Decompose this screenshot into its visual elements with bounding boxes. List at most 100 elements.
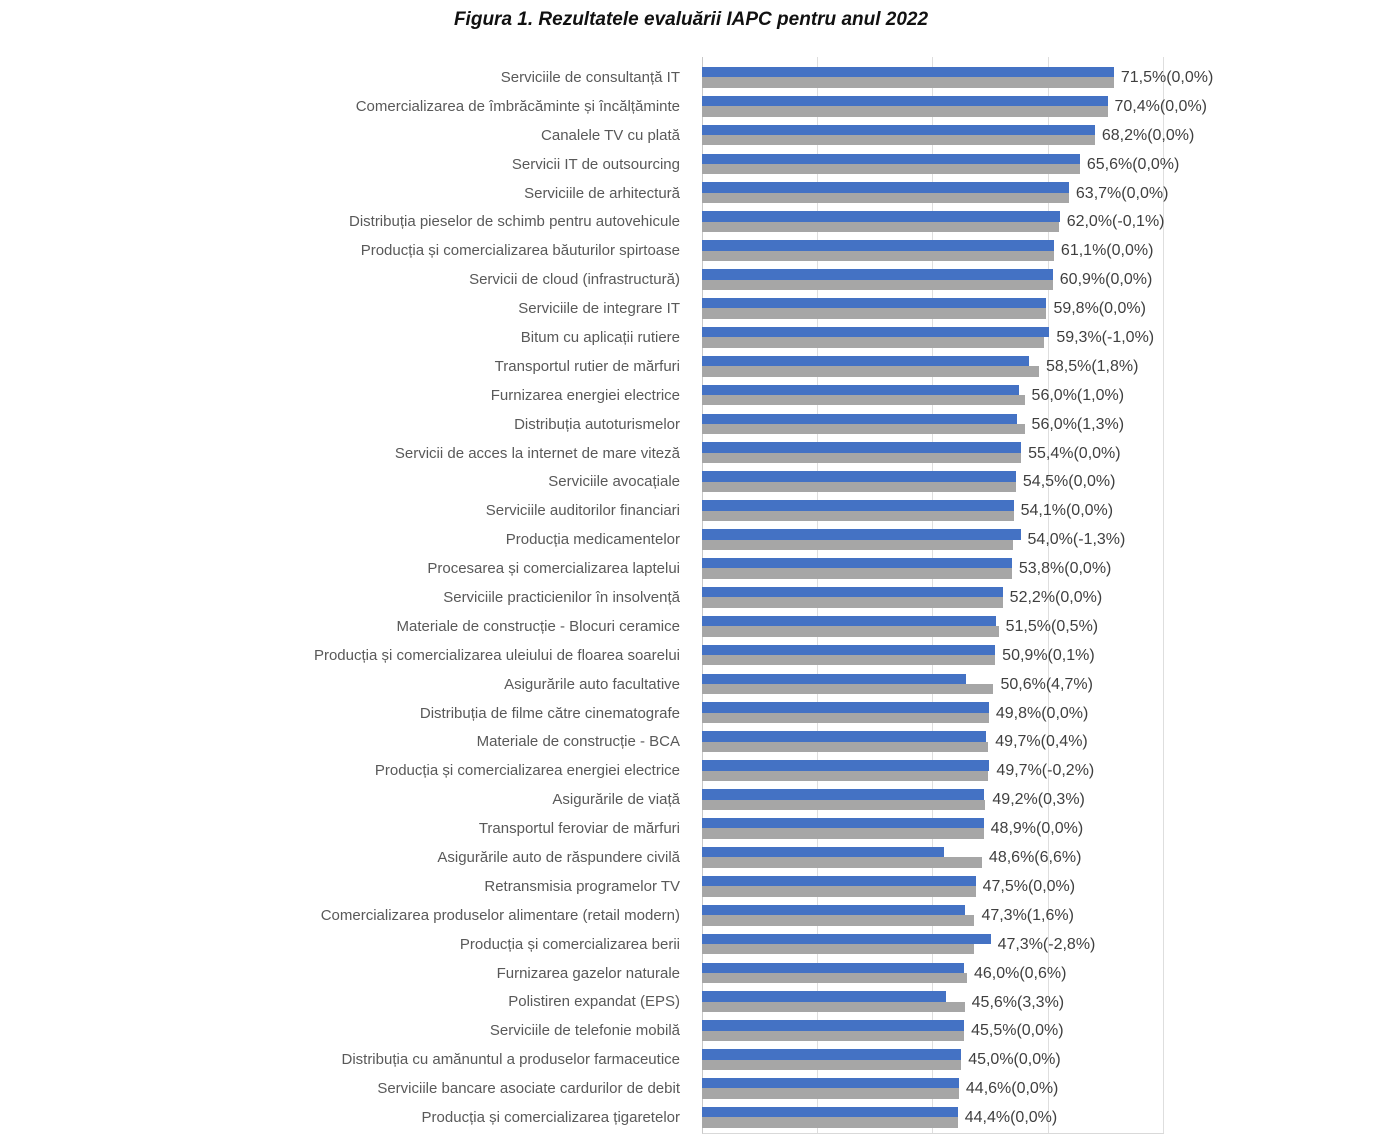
chart-row: Furnizarea gazelor naturale 46,0%(0,6%) <box>0 959 1382 988</box>
chart-row: Distribuția autoturismelor 56,0%(1,3%) <box>0 410 1382 439</box>
chart-row: Serviciile de consultanță IT 71,5%(0,0%) <box>0 63 1382 92</box>
bar-result-2022 <box>702 279 1053 290</box>
category-label: Canalele TV cu plată <box>541 126 680 144</box>
value-label: 45,5%(0,0%) <box>971 1022 1064 1040</box>
gridline-60pct <box>1047 57 1049 1133</box>
bar-result-2022 <box>702 568 1012 579</box>
chart-row: Transportul feroviar de mărfuri 48,9%(0,0… <box>0 814 1382 843</box>
chart-row: Servicii de cloud (infrastructură) 60,9%(… <box>0 265 1382 294</box>
chart-row: Transportul rutier de mărfuri 58,5%(1,8%) <box>0 352 1382 381</box>
value-label: 59,8%(0,0%) <box>1053 300 1146 318</box>
value-label: 55,4%(0,0%) <box>1028 444 1121 462</box>
bar-previous-year <box>702 153 1080 164</box>
bar-previous-year <box>702 182 1069 193</box>
gridline-80pct <box>1162 57 1164 1133</box>
category-label: Producția și comercializarea țigaretelor <box>421 1109 680 1126</box>
bar-result-2022 <box>702 221 1060 233</box>
bar-result-2022 <box>702 308 1047 319</box>
bar-previous-year <box>702 66 1114 78</box>
bar-result-2022 <box>702 77 1114 88</box>
row-plot: 49,7%(0,4%) <box>702 727 1382 756</box>
category-label: Servicii IT de outsourcing <box>511 155 680 173</box>
chart-row: Comercializarea de îmbrăcăminte și încăl… <box>0 92 1382 121</box>
bar-result-2022 <box>702 857 982 868</box>
category-label: Distribuția pieselor de schimb pentru au… <box>348 213 680 231</box>
value-label: 54,1%(0,0%) <box>1020 502 1114 520</box>
value-label: 56,0%(1,3%) <box>1031 415 1125 433</box>
value-label: 48,6%(6,6%) <box>988 849 1082 867</box>
category-label: Polistiren expandat (EPS) <box>508 993 680 1011</box>
bar-previous-year <box>702 702 989 713</box>
bar-previous-year <box>702 673 967 684</box>
category-label: Materiale de construcție - Blocuri ceram… <box>396 617 680 635</box>
value-label: 44,6%(0,0%) <box>965 1080 1059 1098</box>
category-label: Producția medicamentelor <box>505 531 680 549</box>
chart-row: Bitum cu aplicații rutiere 59,3%(-1,0%) <box>0 323 1382 352</box>
row-plot: 49,8%(0,0%) <box>702 699 1382 728</box>
category-label: Retransmisia programelor TV <box>484 877 680 895</box>
bar-result-2022 <box>702 655 996 666</box>
figure-title: Figura 1. Rezultatele evaluării IAPC pen… <box>453 9 929 30</box>
bar-previous-year <box>702 1078 959 1089</box>
value-label: 46,0%(0,6%) <box>973 964 1067 982</box>
value-label: 47,3%(-2,8%) <box>997 935 1096 953</box>
row-plot: 50,9%(0,1%) <box>702 641 1382 670</box>
category-label: Comercializarea de îmbrăcăminte și încăl… <box>355 97 680 115</box>
chart-row: Retransmisia programelor TV 47,5%(0,0%) <box>0 872 1382 901</box>
bar-previous-year <box>702 355 1029 367</box>
category-label: Producția și comercializarea uleiului de… <box>313 646 680 664</box>
row-plot: 59,3%(-1,0%) <box>702 323 1382 352</box>
bar-result-2022 <box>702 741 989 753</box>
value-label: 59,3%(-1,0%) <box>1056 329 1155 347</box>
bar-previous-year <box>702 615 996 627</box>
row-plot: 50,6%(4,7%) <box>702 670 1382 699</box>
category-label: Distribuția cu amănuntul a produselor fa… <box>341 1051 680 1069</box>
row-plot: 54,1%(0,0%) <box>702 496 1382 525</box>
value-label: 54,5%(0,0%) <box>1022 473 1116 491</box>
bar-previous-year <box>702 384 1019 396</box>
category-label: Distribuția de filme către cinematografe <box>419 704 680 722</box>
bar-result-2022 <box>702 712 989 724</box>
bar-result-2022 <box>702 1088 959 1099</box>
bar-result-2022 <box>702 799 986 810</box>
category-label: Serviciile bancare asociate cardurilor d… <box>377 1080 680 1098</box>
category-label: Serviciile de integrare IT <box>518 300 680 318</box>
bar-previous-year <box>702 760 990 771</box>
row-plot: 65,6%(0,0%) <box>702 150 1382 179</box>
value-label: 47,3%(1,6%) <box>981 906 1074 924</box>
bar-result-2022 <box>702 972 967 984</box>
bar-previous-year <box>702 269 1053 280</box>
row-plot: 68,2%(0,0%) <box>702 121 1382 150</box>
bar-result-2022 <box>702 539 1014 550</box>
value-label: 71,5%(0,0%) <box>1120 69 1214 86</box>
chart-row: Serviciile de integrare IT 59,8%(0,0%) <box>0 294 1382 323</box>
chart-row: Asigurările auto facultative 50,6%(4,7%) <box>0 670 1382 699</box>
row-plot: 53,8%(0,0%) <box>702 554 1382 583</box>
row-plot: 44,4%(0,0%) <box>702 1103 1382 1132</box>
chart-row: Serviciile avocațiale 54,5%(0,0%) <box>0 467 1382 496</box>
bar-result-2022 <box>702 828 984 839</box>
value-label: 50,9%(0,1%) <box>1002 646 1095 664</box>
row-plot: 52,2%(0,0%) <box>702 583 1382 612</box>
bar-previous-year <box>702 962 964 973</box>
category-label: Producția și comercializarea berii <box>459 935 680 953</box>
chart-row: Producția și comercializarea berii 47,3%(… <box>0 930 1382 959</box>
bar-result-2022 <box>702 1001 965 1013</box>
chart-row: Producția și comercializarea uleiului de… <box>0 641 1382 670</box>
chart-row: Asigurările de viață 49,2%(0,3%) <box>0 785 1382 814</box>
bar-result-2022 <box>702 163 1080 175</box>
value-label: 61,1%(0,0%) <box>1060 242 1154 260</box>
value-label: 44,4%(0,0%) <box>964 1109 1058 1127</box>
chart-row: Asigurările auto de răspundere civilă 48,… <box>0 843 1382 872</box>
row-plot: 56,0%(1,0%) <box>702 381 1382 410</box>
row-plot: 48,6%(6,6%) <box>702 843 1382 872</box>
category-label: Transportul feroviar de mărfuri <box>478 820 680 838</box>
row-plot: 60,9%(0,0%) <box>702 265 1382 294</box>
value-label: 60,9%(0,0%) <box>1059 271 1153 289</box>
row-plot: 45,6%(3,3%) <box>702 988 1382 1017</box>
bar-previous-year <box>702 731 986 742</box>
chart-row: Serviciile de arhitectură 63,7%(0,0%) <box>0 179 1382 208</box>
row-plot: 44,6%(0,0%) <box>702 1074 1382 1103</box>
value-label: 63,7%(0,0%) <box>1075 184 1169 202</box>
bar-previous-year <box>702 500 1014 511</box>
